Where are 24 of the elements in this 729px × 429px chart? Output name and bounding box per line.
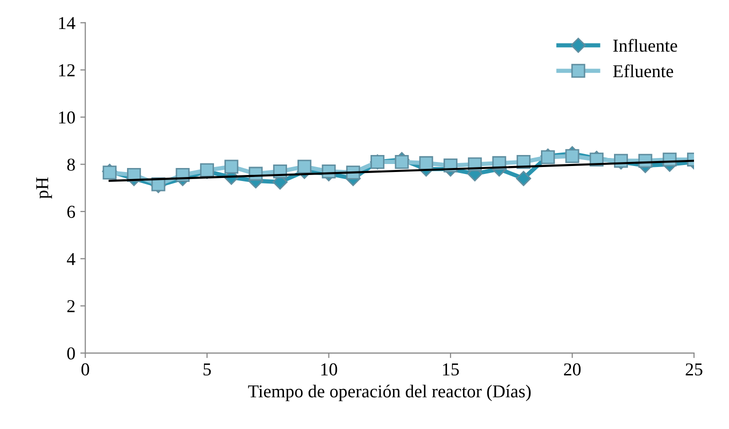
y-tick-label: 6 [67,206,76,218]
x-axis-title: Tiempo de operación del reactor (Días) [248,384,531,402]
x-tick-label: 5 [204,363,211,376]
x-tick-label: 0 [81,363,90,376]
y-tick-label: 14 [59,17,76,29]
y-tick-label: 12 [59,64,75,76]
x-tick-label: 25 [686,363,702,376]
x-tick-label: 20 [564,363,581,376]
x-tick-label: 10 [321,363,338,376]
point [516,170,532,186]
point [565,149,580,163]
point [394,155,409,169]
y-tick-label: 4 [66,253,76,265]
y-axis-title: pH [36,177,52,199]
y-tick-label: 0 [67,347,75,360]
point [297,160,312,174]
y-tick-label: 2 [67,300,75,312]
x-tick-label: 15 [443,363,459,376]
legend-label: Influente [613,38,678,52]
point [224,160,238,174]
y-tick-label: 8 [67,158,75,171]
point [419,156,434,170]
legend-label: Efluente [613,64,674,78]
y-tick-label: 10 [59,111,75,124]
